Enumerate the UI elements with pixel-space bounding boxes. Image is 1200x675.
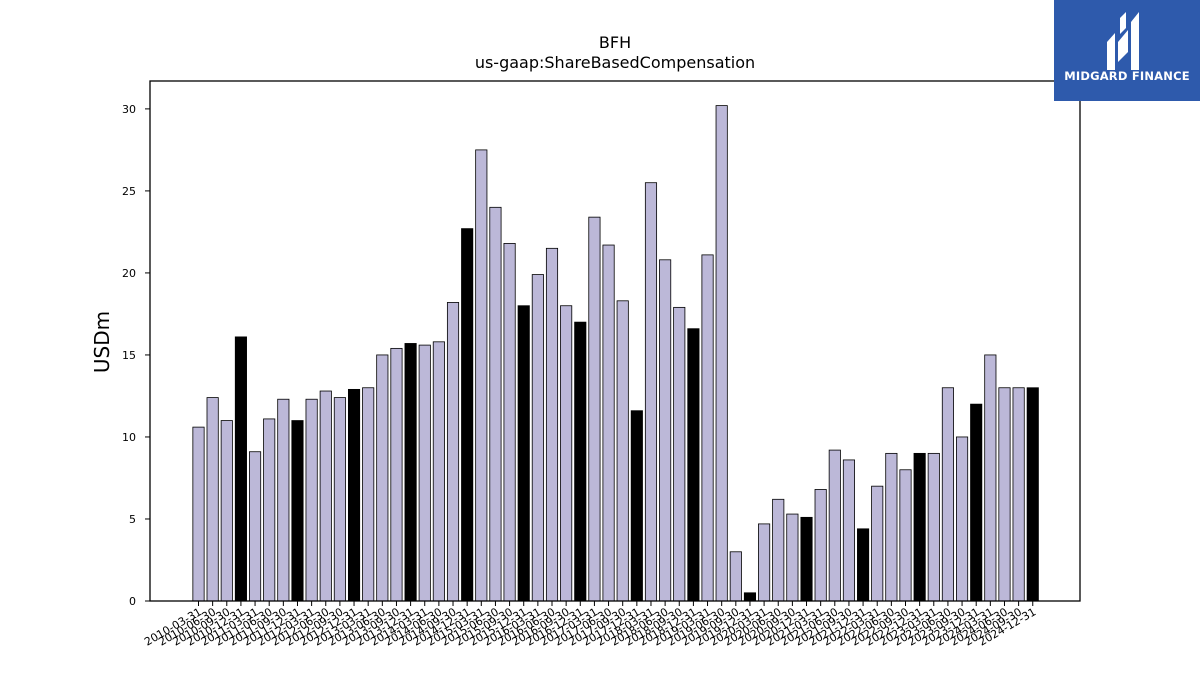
- bar: [630, 410, 643, 602]
- y-tick-label: 10: [122, 431, 136, 444]
- bar: [475, 149, 488, 602]
- bar: [418, 344, 431, 602]
- bar: [885, 452, 898, 602]
- bar: [560, 305, 573, 602]
- bar: [602, 244, 615, 602]
- bar: [701, 254, 714, 602]
- midgard-logo-icon: [1107, 12, 1139, 70]
- bar: [941, 387, 954, 602]
- bar: [1026, 387, 1039, 602]
- bar: [984, 354, 997, 602]
- y-tick-label: 0: [129, 595, 136, 608]
- chart-subtitle: us-gaap:ShareBasedCompensation: [475, 53, 755, 72]
- bar: [432, 341, 445, 602]
- bar: [206, 397, 219, 602]
- bar-series: [192, 105, 1039, 602]
- bar: [913, 452, 926, 602]
- bar: [828, 449, 841, 602]
- y-tick-label: 15: [122, 349, 136, 362]
- bar: [503, 242, 516, 602]
- bar: [970, 403, 983, 602]
- brand-name: MIDGARD FINANCE: [1064, 69, 1190, 83]
- bar: [673, 306, 686, 602]
- bar: [277, 398, 290, 602]
- bar: [758, 523, 771, 602]
- chart-title: BFH: [599, 33, 631, 52]
- bar: [927, 452, 940, 602]
- bar: [715, 105, 728, 602]
- bar: [842, 459, 855, 602]
- bar: [772, 498, 785, 602]
- y-axis-ticks: 0 5 10 15 20 25 30: [122, 103, 150, 608]
- bar: [347, 388, 361, 602]
- y-tick-label: 30: [122, 103, 136, 116]
- bar: [249, 451, 262, 602]
- y-axis-label: USDm: [90, 311, 114, 373]
- bar: [390, 347, 403, 602]
- bar: [998, 387, 1011, 602]
- bar: [956, 436, 969, 602]
- bar: [899, 469, 912, 602]
- bar: [333, 397, 346, 602]
- bar: [616, 300, 629, 602]
- bar: [574, 321, 587, 602]
- y-tick-label: 5: [129, 513, 136, 526]
- bar: [814, 489, 827, 602]
- y-tick-label: 25: [122, 185, 136, 198]
- bar: [659, 259, 672, 602]
- bar: [461, 228, 474, 602]
- bar: [729, 551, 742, 602]
- bar: [404, 343, 417, 602]
- bar: [376, 354, 389, 602]
- bar: [305, 398, 318, 602]
- bar: [234, 336, 247, 602]
- bar: [291, 420, 304, 602]
- bar: [800, 516, 813, 602]
- midgard-finance-logo: MIDGARD FINANCE: [1054, 0, 1200, 101]
- bar: [517, 305, 530, 602]
- bar: [786, 513, 799, 602]
- bar: [220, 420, 233, 602]
- bar: [362, 387, 375, 602]
- bar: [263, 418, 276, 602]
- bar: [545, 247, 559, 602]
- bar: [446, 302, 460, 602]
- bar: [871, 485, 884, 602]
- bar: [743, 592, 757, 602]
- bar: [588, 216, 601, 602]
- bar: [489, 206, 502, 602]
- bar: [192, 426, 205, 602]
- plot-frame: [149, 80, 1081, 602]
- y-tick-label: 20: [122, 267, 136, 280]
- bar: [687, 328, 700, 602]
- bar: [1012, 387, 1025, 602]
- bar: [531, 274, 544, 602]
- bar: [319, 390, 332, 602]
- x-axis-ticks: 2010-03-312010-06-302010-09-302010-12-31…: [142, 601, 1038, 649]
- bar: [644, 182, 658, 602]
- bar: [857, 528, 870, 602]
